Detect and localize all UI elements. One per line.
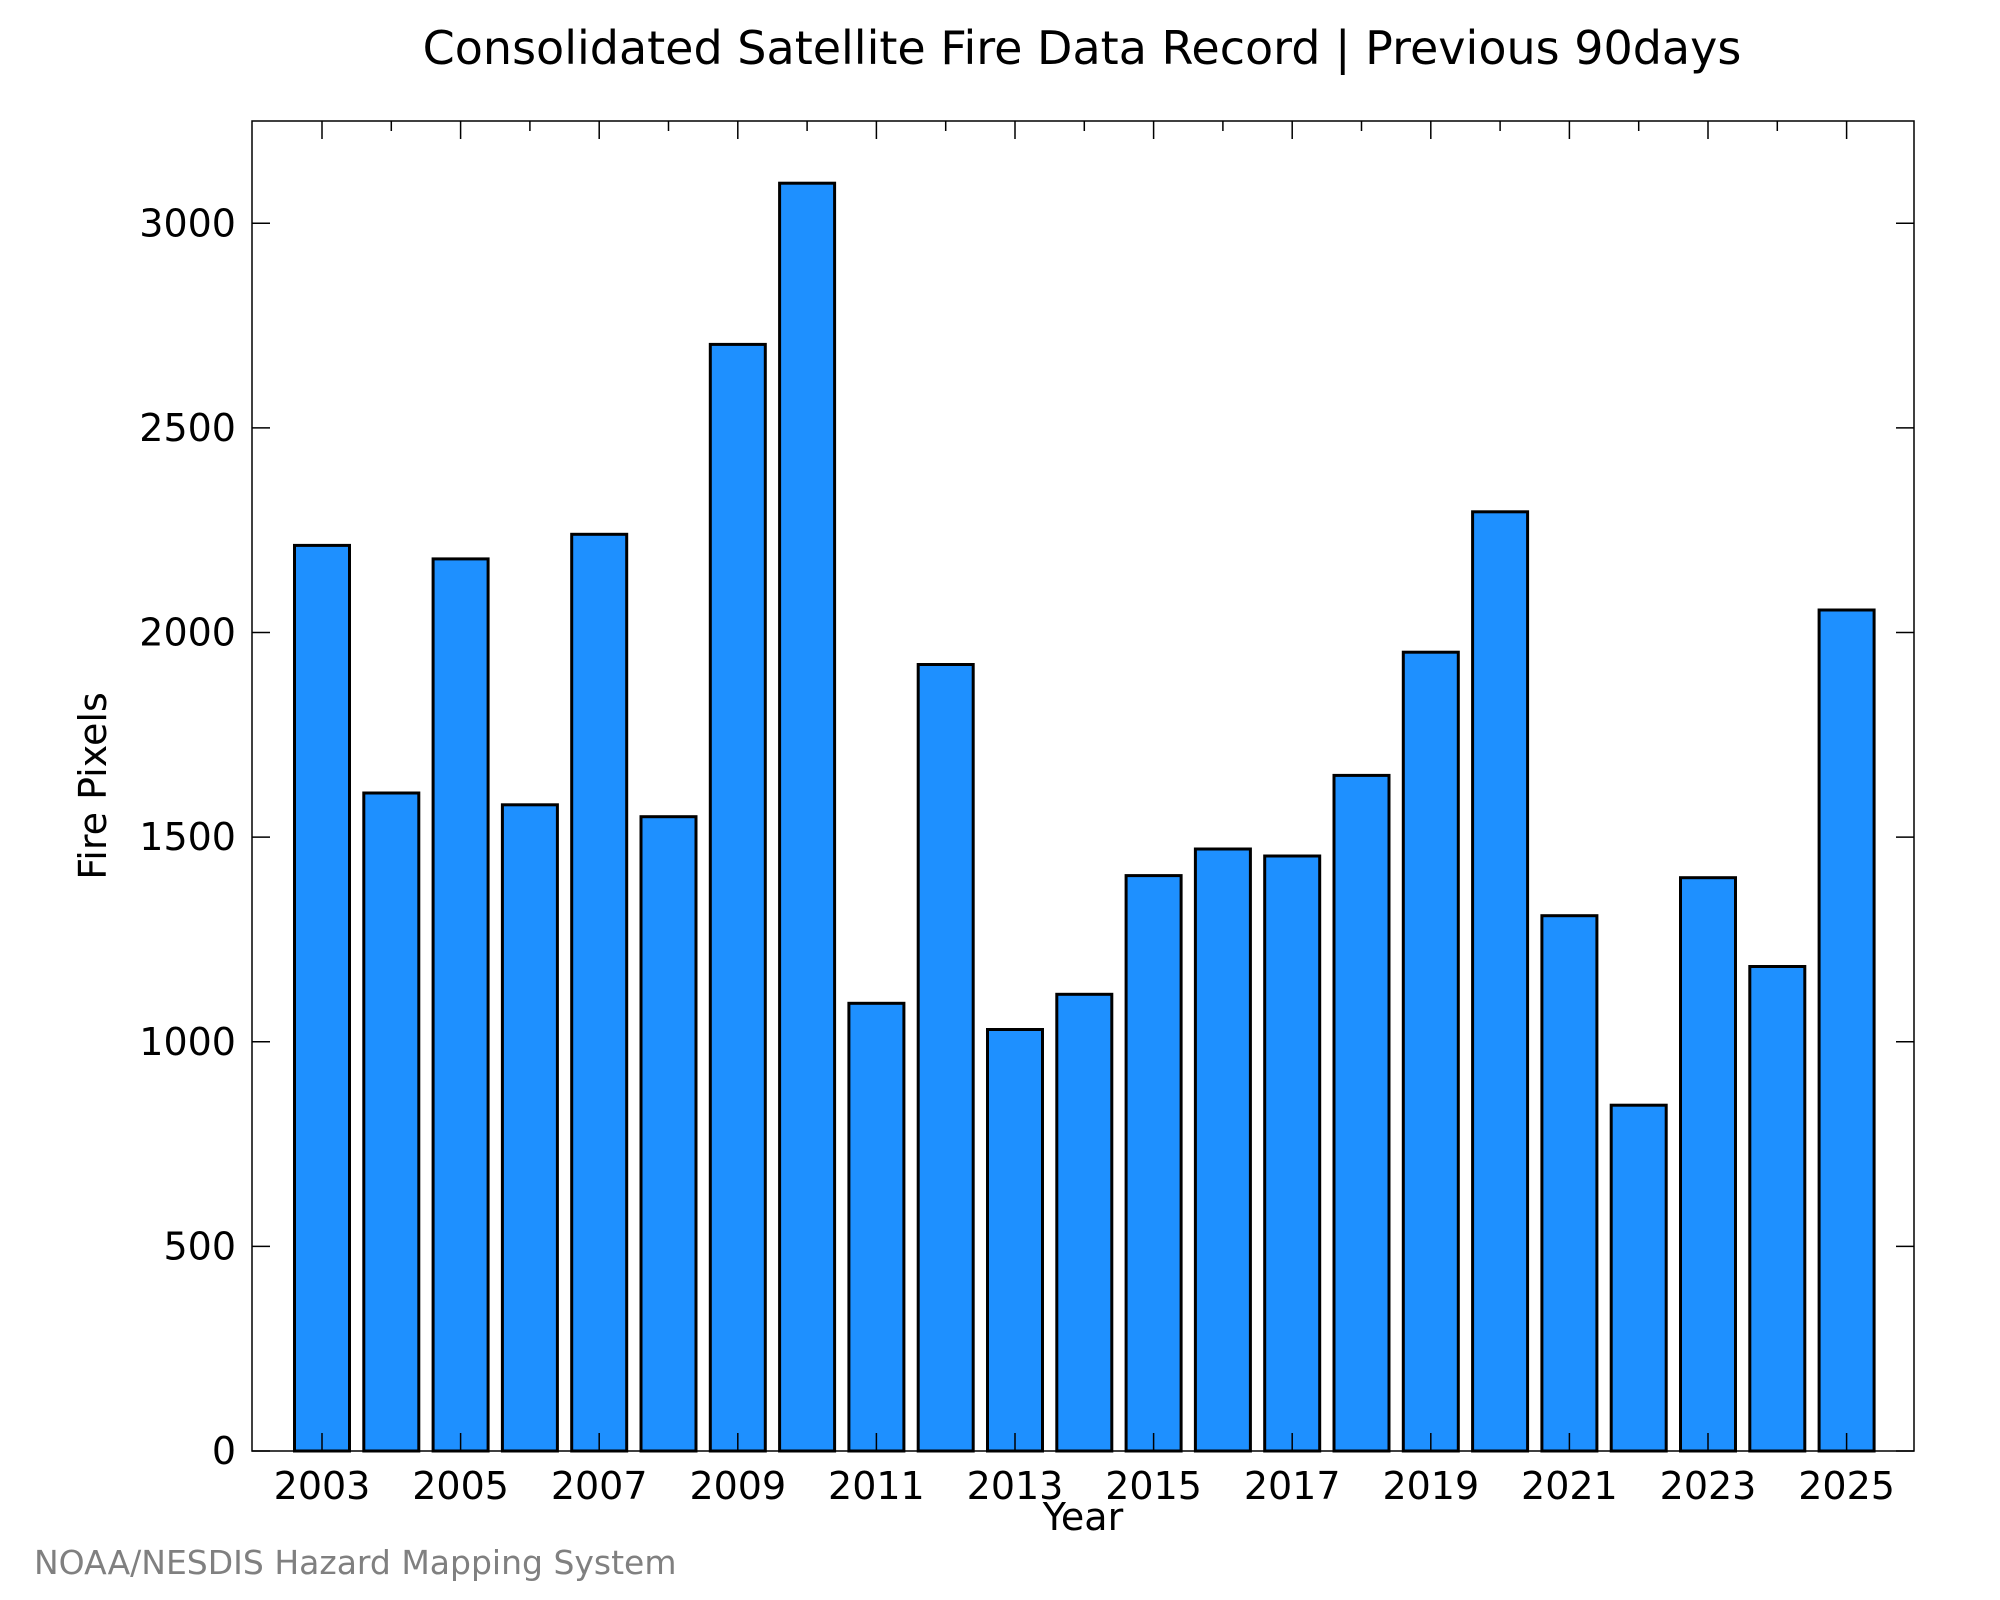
y-tick-label-3000: 3000 (139, 201, 236, 245)
y-tick-label-1000: 1000 (139, 1020, 236, 1064)
bar-2021 (1540, 914, 1599, 1453)
x-tick-label-2015: 2015 (1105, 1464, 1202, 1508)
bar-2024 (1748, 965, 1807, 1453)
bar-2016 (1193, 847, 1252, 1453)
y-tick-label-2500: 2500 (139, 406, 236, 450)
bar-2007 (570, 532, 629, 1453)
y-tick-label-0: 0 (212, 1429, 236, 1473)
x-tick-label-2013: 2013 (967, 1464, 1064, 1508)
bar-2012 (916, 663, 975, 1453)
x-tick-label-2025: 2025 (1798, 1464, 1895, 1508)
bar-2020 (1471, 510, 1530, 1453)
x-axis-label: Year (1042, 1495, 1124, 1539)
bar-2019 (1401, 650, 1460, 1453)
x-tick-label-2011: 2011 (828, 1464, 925, 1508)
bars-layer (293, 181, 1876, 1453)
bar-2006 (500, 803, 559, 1453)
credit-text: NOAA/NESDIS Hazard Mapping System (34, 1543, 677, 1582)
bar-2025 (1817, 608, 1876, 1453)
x-tick-label-2023: 2023 (1660, 1464, 1757, 1508)
bar-2013 (986, 1028, 1044, 1453)
bar-2015 (1124, 874, 1183, 1453)
bar-2022 (1609, 1103, 1668, 1453)
y-tick-labels: 0 500 1000 1500 2000 2500 3000 (139, 201, 236, 1473)
bar-2018 (1332, 773, 1391, 1453)
x-tick-label-2017: 2017 (1244, 1464, 1341, 1508)
x-tick-label-2021: 2021 (1521, 1464, 1618, 1508)
x-tick-label-2019: 2019 (1382, 1464, 1479, 1508)
bar-2003 (293, 543, 351, 1453)
ticks-layer (252, 121, 1914, 1452)
bar-2023 (1679, 876, 1737, 1453)
x-tick-label-2009: 2009 (689, 1464, 786, 1508)
bar-2014 (1055, 992, 1114, 1453)
x-tick-labels: 2003 2005 2007 2009 2011 2013 2015 2017 2019 2021… (274, 1464, 1895, 1508)
bar-2005 (431, 557, 490, 1453)
y-axis-label: Fire Pixels (71, 692, 115, 880)
x-tick-label-2005: 2005 (412, 1464, 509, 1508)
y-tick-label-2000: 2000 (139, 611, 236, 655)
chart-title: Consolidated Satellite Fire Data Record … (423, 21, 1742, 76)
x-tick-label-2003: 2003 (274, 1464, 371, 1508)
plot-frame (251, 120, 1915, 1452)
bar-2008 (639, 815, 698, 1453)
bar-2010 (778, 181, 837, 1453)
x-tick-label-2007: 2007 (551, 1464, 648, 1508)
bar-2011 (847, 1001, 906, 1453)
bar-2004 (362, 791, 421, 1453)
bar-2017 (1263, 854, 1322, 1453)
y-tick-label-500: 500 (163, 1224, 236, 1268)
bar-2009 (708, 342, 767, 1453)
y-tick-label-1500: 1500 (139, 815, 236, 859)
